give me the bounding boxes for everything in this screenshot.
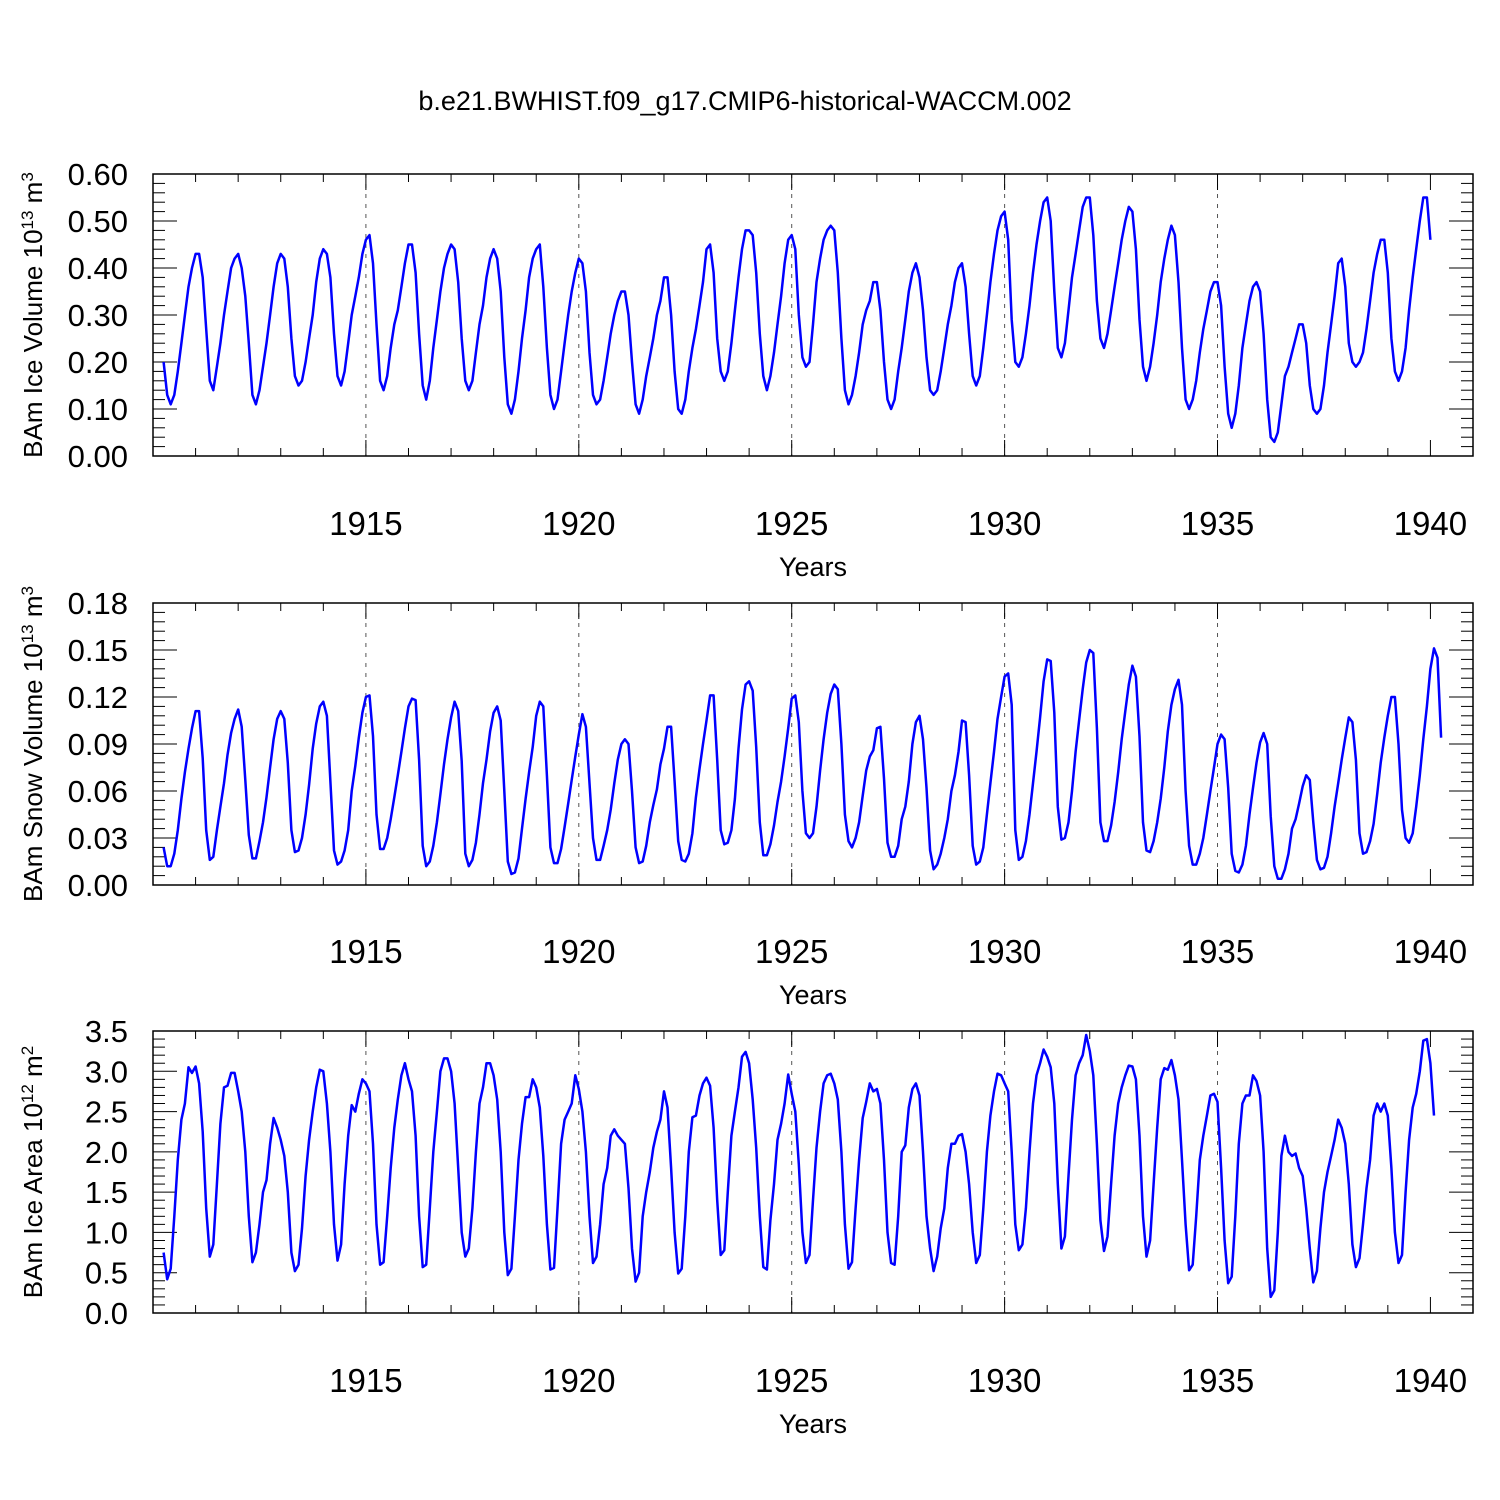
plot-frame	[152, 1030, 1474, 1314]
y-tick-label: 0.40	[68, 251, 128, 286]
y-tick-label: 0.18	[68, 586, 128, 621]
series-line	[162, 647, 1443, 880]
x-tick-label: 1930	[968, 933, 1041, 970]
panel-1: 0.00 0.10 0.20 0.30 0.40 0.50 0.60 1915 1920 1925…	[18, 157, 1474, 582]
y-tick-label: 0.00	[68, 868, 128, 903]
y-axis-label: BAm Snow Volume 1013 m3	[18, 586, 49, 902]
y-tick-label: 0.10	[68, 392, 128, 427]
y-tick-label: 0.20	[68, 345, 128, 380]
y-tick-label: 0.50	[68, 204, 128, 239]
y-tick-label: 1.5	[85, 1175, 128, 1210]
y-tick-label: 2.5	[85, 1095, 128, 1130]
y-tick-label: 3.5	[85, 1014, 128, 1049]
x-tick-label: 1935	[1181, 505, 1254, 542]
y-axis-label: BAm Ice Area 1012 m2	[18, 1046, 49, 1298]
y-tick-label: 3.0	[85, 1054, 128, 1089]
panel-2: 0.00 0.03 0.06 0.09 0.12 0.15 0.18 1915 1920 1925…	[18, 586, 1474, 1010]
x-tick-label: 1915	[329, 505, 402, 542]
series-line	[162, 196, 1432, 444]
x-tick-label: 1935	[1181, 933, 1254, 970]
y-tick-label: 0.5	[85, 1256, 128, 1291]
x-axis-label: Years	[779, 1409, 847, 1439]
x-tick-label: 1940	[1394, 505, 1467, 542]
y-tick-label: 0.15	[68, 633, 128, 668]
x-tick-label: 1940	[1394, 1362, 1467, 1399]
x-tick-label: 1930	[968, 1362, 1041, 1399]
x-axis-label: Years	[779, 980, 847, 1010]
y-tick-label: 1.0	[85, 1215, 128, 1250]
x-tick-label: 1930	[968, 505, 1041, 542]
x-tick-label: 1940	[1394, 933, 1467, 970]
y-tick-label: 0.00	[68, 439, 128, 474]
y-tick-label: 0.12	[68, 680, 128, 715]
y-axis-label: BAm Ice Volume 1013 m3	[18, 172, 49, 458]
x-tick-label: 1925	[755, 933, 828, 970]
y-tick-label: 0.09	[68, 727, 128, 762]
x-tick-label: 1925	[755, 1362, 828, 1399]
chart-title: b.e21.BWHIST.f09_g17.CMIP6-historical-WA…	[418, 86, 1071, 116]
x-tick-label: 1920	[542, 1362, 615, 1399]
x-tick-label: 1915	[329, 1362, 402, 1399]
x-tick-label: 1935	[1181, 1362, 1254, 1399]
plot-frame	[152, 602, 1474, 886]
series-line	[162, 1033, 1436, 1299]
y-tick-label: 2.0	[85, 1135, 128, 1170]
x-tick-label: 1920	[542, 933, 615, 970]
panel-3: 0.0 0.5 1.0 1.5 2.0 2.5 3.0 3.5 1915 1920 1925 1930…	[18, 1014, 1474, 1439]
y-tick-label: 0.06	[68, 774, 128, 809]
x-tick-label: 1925	[755, 505, 828, 542]
y-tick-label: 0.30	[68, 298, 128, 333]
x-axis-label: Years	[779, 552, 847, 582]
y-tick-label: 0.03	[68, 821, 128, 856]
y-tick-label: 0.0	[85, 1296, 128, 1331]
y-tick-label: 0.60	[68, 157, 128, 192]
x-tick-label: 1920	[542, 505, 615, 542]
x-tick-label: 1915	[329, 933, 402, 970]
